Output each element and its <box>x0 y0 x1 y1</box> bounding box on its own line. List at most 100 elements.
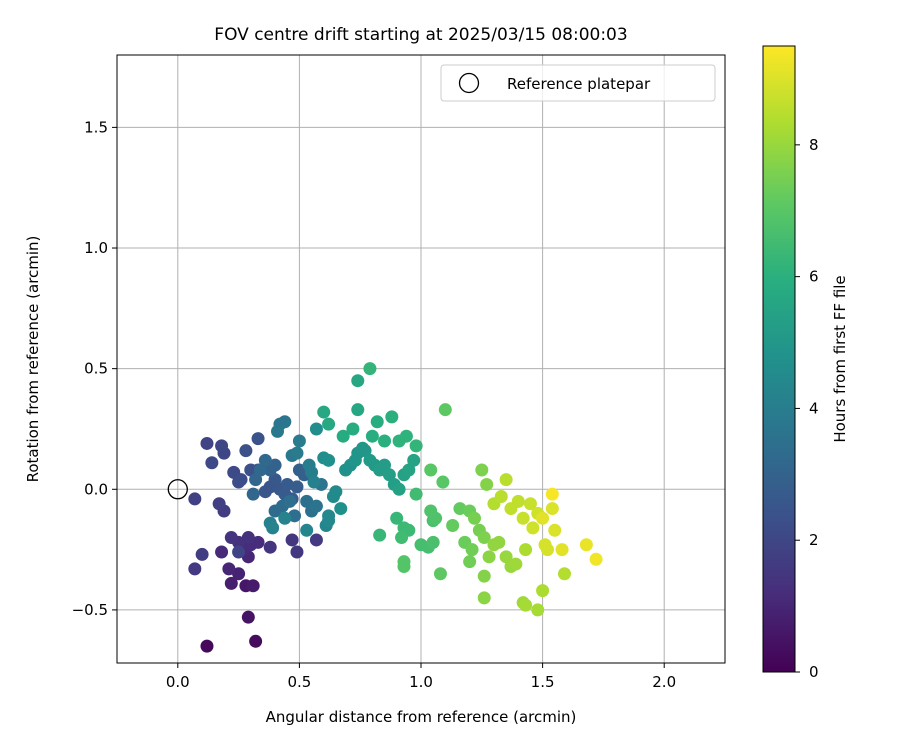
colorbar: 0 2 4 6 8 Hours from first FF file <box>762 45 849 681</box>
scatter-point <box>531 603 545 617</box>
legend-entry-reference: Reference platepar <box>507 75 651 93</box>
scatter-point <box>205 456 219 470</box>
scatter-point <box>188 562 202 576</box>
y-tick-label: 0.5 <box>84 360 108 378</box>
scatter-point <box>477 569 491 583</box>
scatter-point <box>519 543 533 557</box>
scatter-point <box>492 535 506 549</box>
scatter-point <box>436 475 450 489</box>
scatter-point <box>429 511 443 525</box>
scatter-point <box>395 531 409 545</box>
scatter-point <box>365 429 379 443</box>
scatter-point <box>540 543 554 557</box>
x-axis-ticks: 0.0 0.5 1.0 1.5 2.0 <box>166 663 676 691</box>
scatter-point <box>241 610 255 624</box>
scatter-point <box>309 499 323 513</box>
scatter-point <box>217 446 231 460</box>
scatter-point <box>526 521 540 535</box>
scatter-point <box>516 511 530 525</box>
scatter-point <box>215 545 229 559</box>
scatter-point <box>378 458 392 472</box>
scatter-point <box>188 492 202 506</box>
scatter-point <box>346 422 360 436</box>
scatter-point <box>390 511 404 525</box>
scatter-point <box>224 576 238 590</box>
x-tick-label: 0.5 <box>287 673 311 691</box>
scatter-point <box>519 598 533 612</box>
scatter-point <box>499 550 513 564</box>
scatter-point <box>378 434 392 448</box>
colorbar-tick-label: 4 <box>809 399 819 417</box>
reference-platepar-marker <box>167 479 188 500</box>
scatter-point <box>392 482 406 496</box>
y-tick-label: 0.0 <box>84 480 108 498</box>
scatter-point <box>239 444 253 458</box>
scatter-point <box>468 511 482 525</box>
y-axis-label: Rotation from reference (arcmin) <box>24 236 42 483</box>
scatter-point <box>195 547 209 561</box>
scatter-point <box>555 543 569 557</box>
scatter-point <box>397 559 411 573</box>
colorbar-gradient <box>762 45 796 673</box>
scatter-point <box>268 458 282 472</box>
scatter-point <box>285 533 299 547</box>
scatter-point <box>290 480 304 494</box>
scatter-point <box>399 429 413 443</box>
scatter-point <box>548 523 562 537</box>
x-tick-label: 2.0 <box>652 673 676 691</box>
scatter-point <box>373 528 387 542</box>
scatter-point <box>307 475 321 489</box>
scatter-point <box>536 511 550 525</box>
scatter-point <box>480 477 494 491</box>
scatter-point <box>283 494 297 508</box>
scatter-point <box>322 417 336 431</box>
chart-title: FOV centre drift starting at 2025/03/15 … <box>214 25 627 45</box>
y-axis-ticks: −0.5 0.0 0.5 1.0 1.5 <box>72 118 117 619</box>
scatter-point <box>290 446 304 460</box>
scatter-point <box>351 403 365 417</box>
scatter-point <box>222 562 236 576</box>
scatter-point <box>249 473 263 487</box>
colorbar-tick-label: 0 <box>809 663 819 681</box>
scatter-point <box>288 509 302 523</box>
scatter-point <box>309 533 323 547</box>
scatter-point <box>232 567 246 581</box>
scatter-point <box>475 463 489 477</box>
scatter-point <box>246 487 260 501</box>
scatter-point <box>241 531 255 545</box>
scatter-point <box>465 543 479 557</box>
colorbar-label: Hours from first FF file <box>831 275 849 442</box>
scatter-point <box>363 362 377 376</box>
colorbar-tick-label: 6 <box>809 268 819 286</box>
scatter-point <box>317 405 331 419</box>
scatter-point <box>579 538 593 552</box>
grid-lines <box>117 55 725 663</box>
scatter-point <box>351 374 365 388</box>
y-tick-label: 1.0 <box>84 239 108 257</box>
scatter-point <box>200 436 214 450</box>
scatter-point <box>200 639 214 653</box>
scatter-point <box>336 429 350 443</box>
scatter-point <box>263 540 277 554</box>
scatter-point <box>477 531 491 545</box>
scatter-point <box>424 463 438 477</box>
scatter-point <box>545 502 559 516</box>
scatter-point <box>407 453 421 467</box>
x-axis-label: Angular distance from reference (arcmin) <box>266 708 577 726</box>
scatter-point <box>300 523 314 537</box>
scatter-point <box>409 487 423 501</box>
scatter-point <box>280 477 294 491</box>
scatter-point <box>358 444 372 458</box>
scatter-point <box>446 518 460 532</box>
colorbar-ticks: 0 2 4 6 8 <box>795 136 819 681</box>
scatter-point <box>402 463 416 477</box>
scatter-point <box>253 463 267 477</box>
x-tick-label: 0.0 <box>166 673 190 691</box>
scatter-point <box>268 473 282 487</box>
scatter-point <box>329 485 343 499</box>
scatter-point <box>309 422 323 436</box>
scatter-point <box>370 415 384 429</box>
scatter-point <box>382 468 396 482</box>
scatter-point <box>278 511 292 525</box>
